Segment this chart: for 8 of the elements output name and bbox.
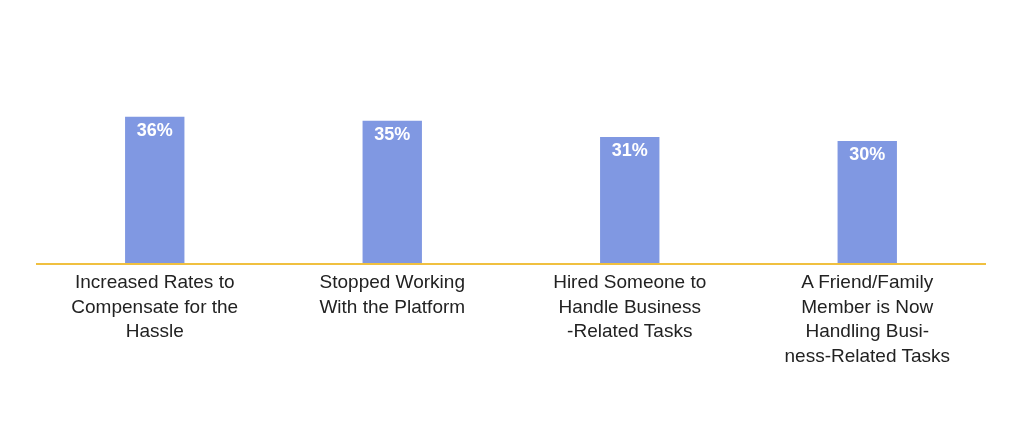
x-tick-label: Stopped Working With the Platform: [319, 270, 466, 317]
data-label: 30%: [849, 144, 886, 165]
x-tick-label: Hired Someone to Handle Business -Related Tasks: [553, 270, 707, 342]
data-label: 35%: [374, 123, 411, 144]
x-tick-label: A Friend/Family Member is Now Handling Busi- ness-Related Tasks: [784, 270, 950, 366]
data-label: 36%: [136, 119, 173, 140]
data-label: 31%: [611, 140, 648, 161]
x-tick-label: Increased Rates to Compensate for the Hassle: [71, 270, 239, 342]
